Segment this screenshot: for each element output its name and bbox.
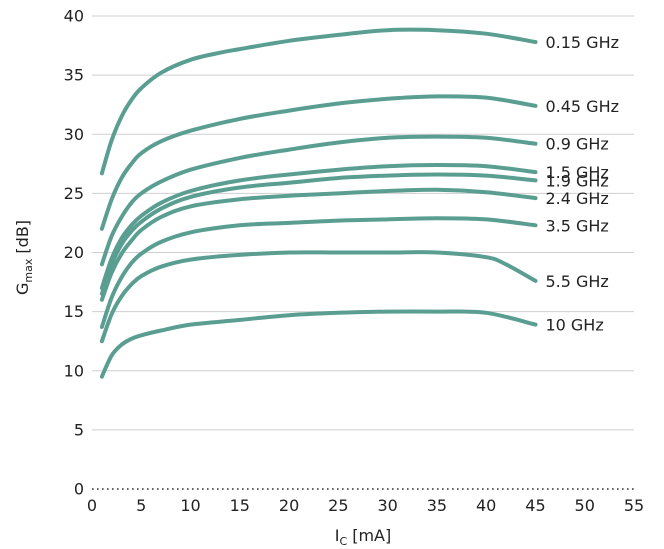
curve-label-1-9-ghz: 1.9 GHz xyxy=(545,171,608,190)
x-tick-label: 15 xyxy=(230,496,250,515)
x-tick-label: 25 xyxy=(328,496,348,515)
y-axis-title: Gmax [dB] xyxy=(13,220,35,295)
y-tick-label: 15 xyxy=(64,302,84,321)
curve-1-9-ghz xyxy=(99,172,538,296)
y-tick-label: 5 xyxy=(74,420,84,439)
y-tick-label: 10 xyxy=(64,361,84,380)
y-axis-title-main: G xyxy=(13,283,32,295)
x-axis-title-unit: [mA] xyxy=(347,526,391,545)
curve-1-5-ghz xyxy=(99,163,538,290)
curve-0-15-ghz xyxy=(99,27,538,176)
x-tick-label: 5 xyxy=(136,496,146,515)
x-axis-title-main: I xyxy=(335,526,340,545)
axes: 0 5 10 15 20 25 30 35 40 0 5 10 15 20 25 30 35 40 45 50 55 xyxy=(64,7,645,516)
x-tick-label: 0 xyxy=(87,496,97,515)
y-tick-label: 30 xyxy=(64,125,84,144)
curve-label-0-45-ghz: 0.45 GHz xyxy=(545,97,619,116)
x-tick-label: 45 xyxy=(525,496,545,515)
data-curves xyxy=(99,27,538,379)
y-tick-label: 25 xyxy=(64,184,84,203)
y-tick-label: 35 xyxy=(64,66,84,85)
curve-label-1-5-ghz: 1.5 GHz xyxy=(545,163,608,182)
x-tick-label: 20 xyxy=(279,496,299,515)
y-tick-label: 20 xyxy=(64,243,84,262)
x-axis-title: IC [mA] xyxy=(335,526,392,548)
x-axis-title-sub: C xyxy=(339,535,347,548)
x-tick-label: 30 xyxy=(377,496,397,515)
y-axis-title-unit: [dB] xyxy=(13,220,32,259)
y-axis-title-sub: max xyxy=(22,258,35,282)
x-tick-label: 10 xyxy=(180,496,200,515)
curve-label-2-4-ghz: 2.4 GHz xyxy=(545,189,608,208)
curve-label-5-5-ghz: 5.5 GHz xyxy=(545,272,608,291)
curve-5-5-ghz xyxy=(99,250,538,344)
x-tick-label: 40 xyxy=(476,496,496,515)
x-tick-label: 50 xyxy=(575,496,595,515)
curve-label-0-9-ghz: 0.9 GHz xyxy=(545,135,608,154)
curve-2-4-ghz xyxy=(99,187,538,302)
curve-label-3-5-ghz: 3.5 GHz xyxy=(545,216,608,235)
curve-label-0-15-ghz: 0.15 GHz xyxy=(545,33,619,52)
curve-10-ghz xyxy=(99,309,538,379)
curve-label-10-ghz: 10 GHz xyxy=(545,316,603,335)
curve-0-9-ghz xyxy=(99,134,538,267)
x-tick-label: 35 xyxy=(427,496,447,515)
x-tick-label: 55 xyxy=(624,496,644,515)
curve-0-45-ghz xyxy=(99,94,538,231)
curve-3-5-ghz xyxy=(99,216,538,329)
y-tick-label: 40 xyxy=(64,7,84,26)
y-tick-label: 0 xyxy=(74,480,84,499)
